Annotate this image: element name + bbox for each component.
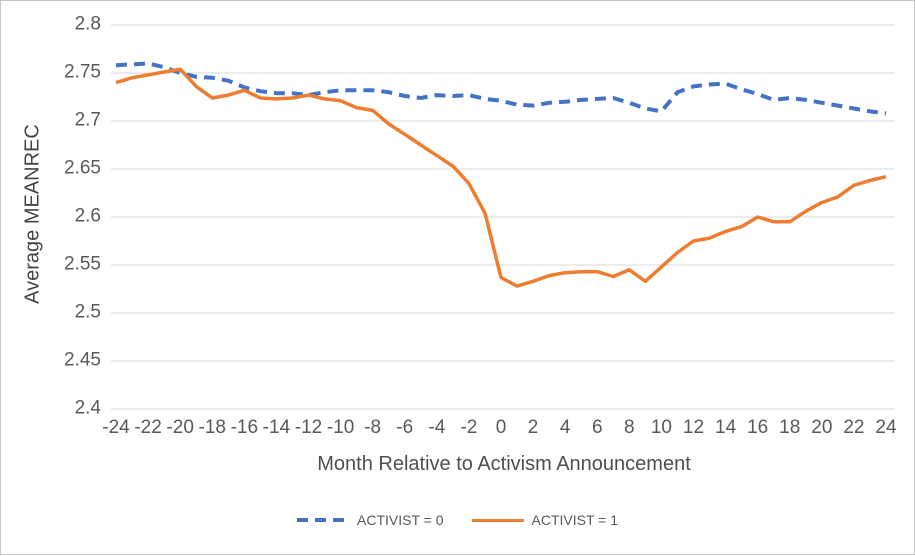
x-tick-label: 20 bbox=[811, 417, 833, 438]
gridlines bbox=[111, 24, 894, 410]
x-axis-title: Month Relative to Activism Announcement bbox=[317, 453, 691, 475]
series-line-1 bbox=[115, 67, 887, 288]
y-tick-label: 2.4 bbox=[74, 397, 101, 419]
x-tick-label: -6 bbox=[396, 417, 414, 438]
y-tick-label: 2.8 bbox=[74, 13, 101, 35]
x-tick-label: 10 bbox=[650, 417, 672, 438]
x-tick-label: 16 bbox=[747, 417, 769, 438]
x-tick-label: 8 bbox=[624, 417, 635, 438]
x-tick-label: -24 bbox=[102, 417, 130, 438]
x-tick-label: 2 bbox=[527, 417, 539, 438]
legend-label-activist-1: ACTIVIST = 1 bbox=[531, 512, 619, 528]
legend-item-activist-0: ACTIVIST = 0 bbox=[297, 512, 444, 528]
x-tick-label: -10 bbox=[326, 417, 355, 438]
y-tick-label: 2.45 bbox=[64, 349, 101, 371]
x-tick-label: 0 bbox=[495, 417, 507, 438]
y-tick-label: 2.75 bbox=[64, 61, 101, 83]
y-tick-label: 2.55 bbox=[64, 253, 101, 275]
y-tick-label: 2.5 bbox=[74, 301, 101, 323]
legend-dashed-line-sample bbox=[297, 518, 349, 522]
y-tick-label: 2.65 bbox=[64, 157, 101, 179]
x-tick-label: -22 bbox=[134, 417, 162, 438]
y-tick-label: 2.7 bbox=[74, 109, 101, 131]
x-tick-label: 18 bbox=[779, 417, 801, 438]
x-tick-label: 6 bbox=[591, 417, 603, 438]
legend-label-activist-0: ACTIVIST = 0 bbox=[357, 512, 444, 528]
x-tick-label: 12 bbox=[682, 417, 705, 438]
x-tick-label: -16 bbox=[230, 417, 259, 438]
x-tick-label: 22 bbox=[843, 417, 865, 438]
x-tick-label: -18 bbox=[198, 417, 226, 438]
x-tick-label: -8 bbox=[364, 417, 382, 438]
x-tick-label: -12 bbox=[294, 417, 323, 438]
legend-item-activist-1: ACTIVIST = 1 bbox=[471, 512, 619, 528]
x-tick-label: 14 bbox=[715, 417, 737, 438]
series-line-0 bbox=[115, 61, 887, 116]
x-tick-label: 24 bbox=[875, 417, 897, 438]
y-axis-title: Average MEANREC bbox=[21, 124, 44, 304]
legend: ACTIVIST = 0 ACTIVIST = 1 bbox=[1, 507, 914, 533]
x-tick-label: -2 bbox=[460, 417, 478, 438]
x-tick-label: -14 bbox=[262, 417, 291, 438]
x-tick-label: -4 bbox=[428, 417, 446, 438]
legend-solid-line-sample bbox=[471, 518, 524, 522]
y-tick-label: 2.6 bbox=[74, 205, 101, 227]
x-tick-label: -20 bbox=[166, 417, 194, 438]
x-tick-label: 4 bbox=[559, 417, 571, 438]
